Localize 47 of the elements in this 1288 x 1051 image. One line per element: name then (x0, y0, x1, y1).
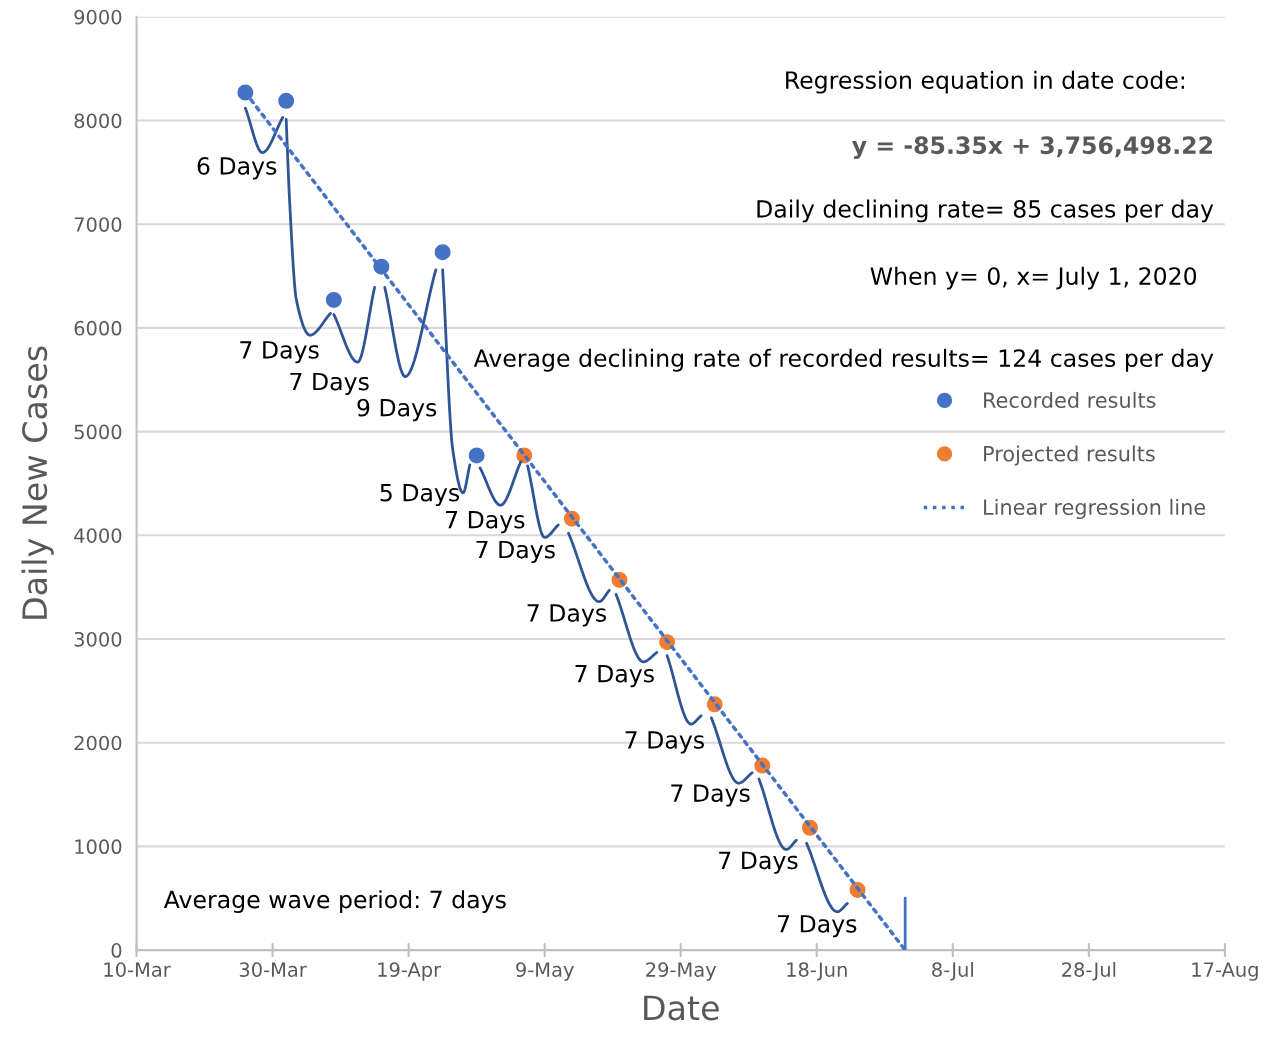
annotation: Regression equation in date code: (786, 70, 1185, 94)
annotation: Average wave period: 7 days (163, 890, 506, 913)
annotation: 7 Days (575, 665, 654, 688)
legend-label: Projected results (984, 445, 1155, 466)
annotation: 7 Days (625, 731, 704, 754)
point (434, 244, 451, 261)
x-tick-label: 30-Mar (239, 962, 307, 977)
annotation: 7 Days (290, 372, 369, 396)
legend-label: Linear regression line (984, 498, 1206, 520)
annotation: 7 Days (671, 784, 750, 807)
annotation: 7 Days (240, 341, 319, 364)
annotation: When y= 0, x= July 1, 2020 (870, 266, 1197, 290)
point (325, 291, 342, 308)
x-tick-label: 29-May (646, 962, 717, 981)
y-tick-label: 2000 (74, 735, 122, 751)
point (278, 92, 295, 109)
x-tick-label: 18-Jun (787, 962, 847, 981)
annotation: 5 Days (380, 483, 460, 507)
annotation: Daily declining rate= 85 cases per day (757, 199, 1214, 223)
x-tick-label: 28-Jul (1062, 961, 1116, 981)
annotation: 7 Days (476, 540, 555, 564)
y-tick-label: 1000 (75, 839, 122, 855)
x-tick-label: 17-Aug (1192, 962, 1258, 981)
y-tick-label: 3000 (74, 631, 122, 647)
x-tick-label: 9-May (516, 962, 574, 981)
x-tick-label: 10-Mar (104, 962, 171, 977)
annotation: 7 Days (777, 915, 857, 938)
annotation: 7 Days (527, 604, 606, 627)
legend-label: Recorded results (984, 391, 1156, 409)
x-tick-label: 8-Jul (932, 961, 973, 981)
y-tick-label: 5000 (74, 424, 122, 440)
annotation: 6 Days (197, 157, 277, 180)
y-axis-title: Daily New Cases (21, 346, 54, 619)
y-tick-label: 9000 (74, 9, 122, 25)
annotation: 9 Days (357, 398, 437, 422)
y-tick-label: 6000 (74, 320, 122, 336)
y-tick-label: 7000 (74, 217, 122, 232)
x-axis-title: Date (644, 995, 719, 1021)
y-tick-label: 8000 (74, 113, 122, 129)
annotation: 7 Days (446, 511, 525, 534)
annotation: Average declining rate of recorded results= 124 cases per day (473, 348, 1214, 372)
annotation: y = -85.35x + 3,756,498.22 (851, 136, 1212, 159)
annotation: 7 Days (719, 851, 798, 874)
x-tick-label: 19-Apr (378, 962, 442, 981)
point (468, 447, 485, 464)
y-tick-label: 0 (111, 943, 122, 958)
y-tick-label: 4000 (74, 528, 122, 543)
